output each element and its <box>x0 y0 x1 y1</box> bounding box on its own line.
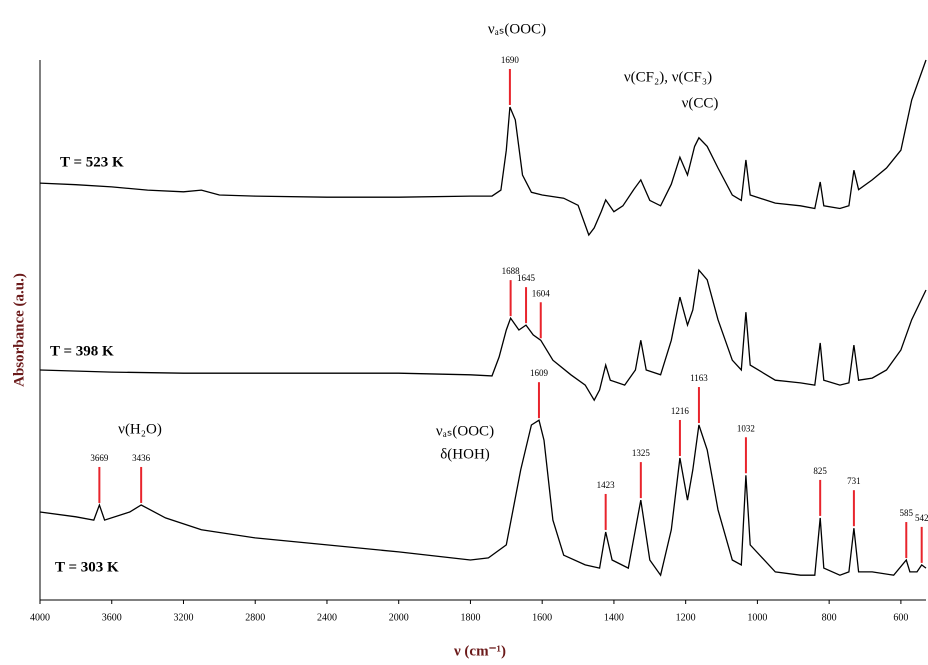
x-axis-label: ν (cm⁻¹) <box>453 643 506 659</box>
x-tick-label: 1200 <box>676 612 696 623</box>
x-tick-label: 1000 <box>747 612 767 623</box>
x-tick-label: 1600 <box>532 612 552 623</box>
x-tick-label: 2000 <box>389 612 409 623</box>
peak-label: 542 <box>915 513 928 523</box>
peak-label: 585 <box>900 508 914 518</box>
annotation: δ(HOH) <box>440 446 490 462</box>
spectrum-line <box>39 268 927 402</box>
peak-label: 3436 <box>132 453 151 463</box>
spectrum-line <box>39 419 927 577</box>
peak-label: 1604 <box>532 288 551 298</box>
spectrum-line <box>39 59 927 237</box>
x-tick-label: 2800 <box>245 612 265 623</box>
series-label: T = 303 K <box>55 559 119 575</box>
annotation: ν(CC) <box>682 95 719 111</box>
peak-label: 1688 <box>502 266 521 276</box>
peak-label: 1690 <box>501 55 520 65</box>
x-tick-label: 800 <box>822 612 837 623</box>
peak-label: 825 <box>813 466 827 476</box>
peak-label: 1423 <box>597 480 616 490</box>
x-tick-label: 3200 <box>173 612 193 623</box>
annotation: ν(H₂O) <box>118 421 162 437</box>
peak-label: 731 <box>847 476 861 486</box>
y-axis-label: Absorbance (a.u.) <box>11 273 27 387</box>
peak-label: 1032 <box>737 423 755 433</box>
series-label: T = 523 K <box>60 154 124 170</box>
peak-label: 1609 <box>530 368 549 378</box>
peak-label: 1645 <box>517 273 536 283</box>
x-tick-label: 3600 <box>102 612 122 623</box>
series-label: T = 398 K <box>50 343 114 359</box>
annotation: νₐₛ(OOC) <box>488 21 546 37</box>
annotation: ν(CF₂), ν(CF₃) <box>624 69 712 85</box>
x-tick-label: 1800 <box>460 612 480 623</box>
x-tick-label: 600 <box>893 612 908 623</box>
peak-label: 1325 <box>632 448 651 458</box>
x-tick-label: 2400 <box>317 612 337 623</box>
x-tick-label: 1400 <box>604 612 624 623</box>
annotation: νₐₛ(OOC) <box>436 423 494 439</box>
x-tick-label: 4000 <box>30 612 50 623</box>
peak-label: 3669 <box>90 453 109 463</box>
peak-label: 1216 <box>671 406 690 416</box>
peak-label: 1163 <box>690 373 708 383</box>
